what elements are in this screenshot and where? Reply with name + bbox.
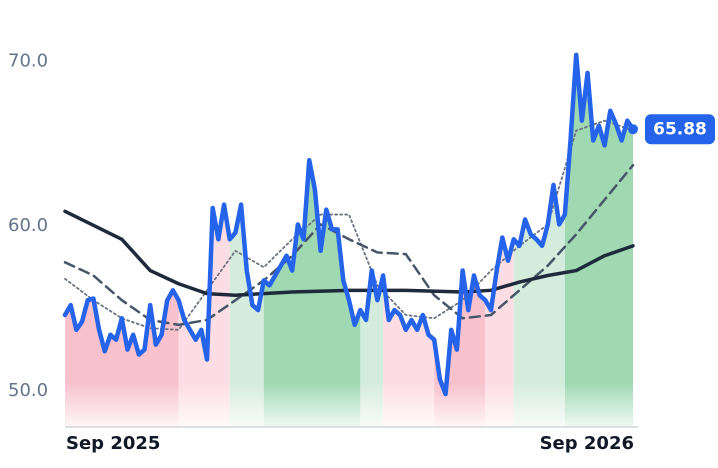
y-tick-label: 70.0 [8, 50, 48, 71]
fade [65, 382, 633, 427]
y-tick-label: 50.0 [8, 380, 48, 401]
moving-average [64, 119, 634, 331]
y-tick-label: 60.0 [8, 215, 48, 236]
x-tick-label: Sep 2025 [66, 433, 160, 454]
price-line [62, 52, 636, 397]
band-area [513, 184, 565, 427]
last-point [628, 124, 638, 135]
band-area [263, 160, 361, 427]
moving-average [63, 163, 635, 327]
x-tick-label: Sep 2026 [540, 433, 634, 454]
value-badge [645, 114, 715, 145]
band-area [178, 204, 230, 427]
band-area [229, 204, 264, 427]
value-label: 65.88 [653, 119, 707, 139]
band-area [564, 54, 633, 427]
